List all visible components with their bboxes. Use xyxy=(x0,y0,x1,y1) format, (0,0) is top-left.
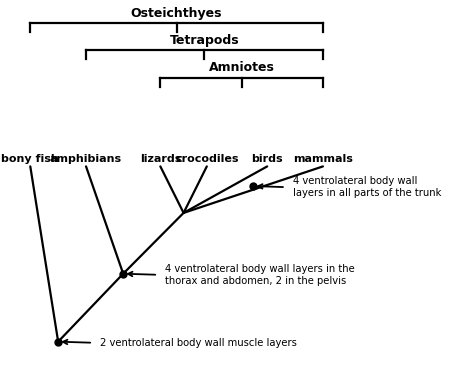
Text: mammals: mammals xyxy=(293,154,353,164)
Text: bony fish: bony fish xyxy=(1,154,59,164)
Text: Osteichthyes: Osteichthyes xyxy=(131,7,222,20)
Text: Tetrapods: Tetrapods xyxy=(170,34,239,47)
Text: 4 ventrolateral body wall layers in the
thorax and abdomen, 2 in the pelvis: 4 ventrolateral body wall layers in the … xyxy=(165,264,355,285)
Text: birds: birds xyxy=(251,154,283,164)
Text: crocodiles: crocodiles xyxy=(175,154,238,164)
Text: amphibians: amphibians xyxy=(50,154,122,164)
Text: lizards: lizards xyxy=(140,154,181,164)
Text: 4 ventrolateral body wall
layers in all parts of the trunk: 4 ventrolateral body wall layers in all … xyxy=(293,176,441,198)
Text: Amniotes: Amniotes xyxy=(209,61,274,74)
Text: 2 ventrolateral body wall muscle layers: 2 ventrolateral body wall muscle layers xyxy=(100,338,297,348)
